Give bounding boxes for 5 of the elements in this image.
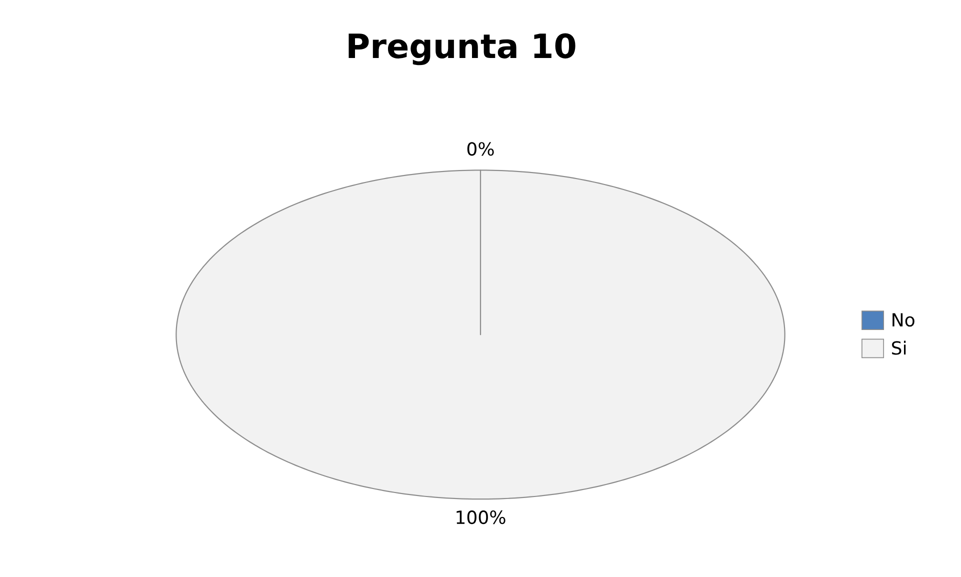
text: 0% — [467, 142, 494, 156]
legend-label: Si — [892, 340, 906, 355]
data-label: 100% — [456, 510, 506, 524]
legend-label: No — [892, 313, 914, 327]
chart-title: Pregunta 10 — [348, 33, 576, 66]
